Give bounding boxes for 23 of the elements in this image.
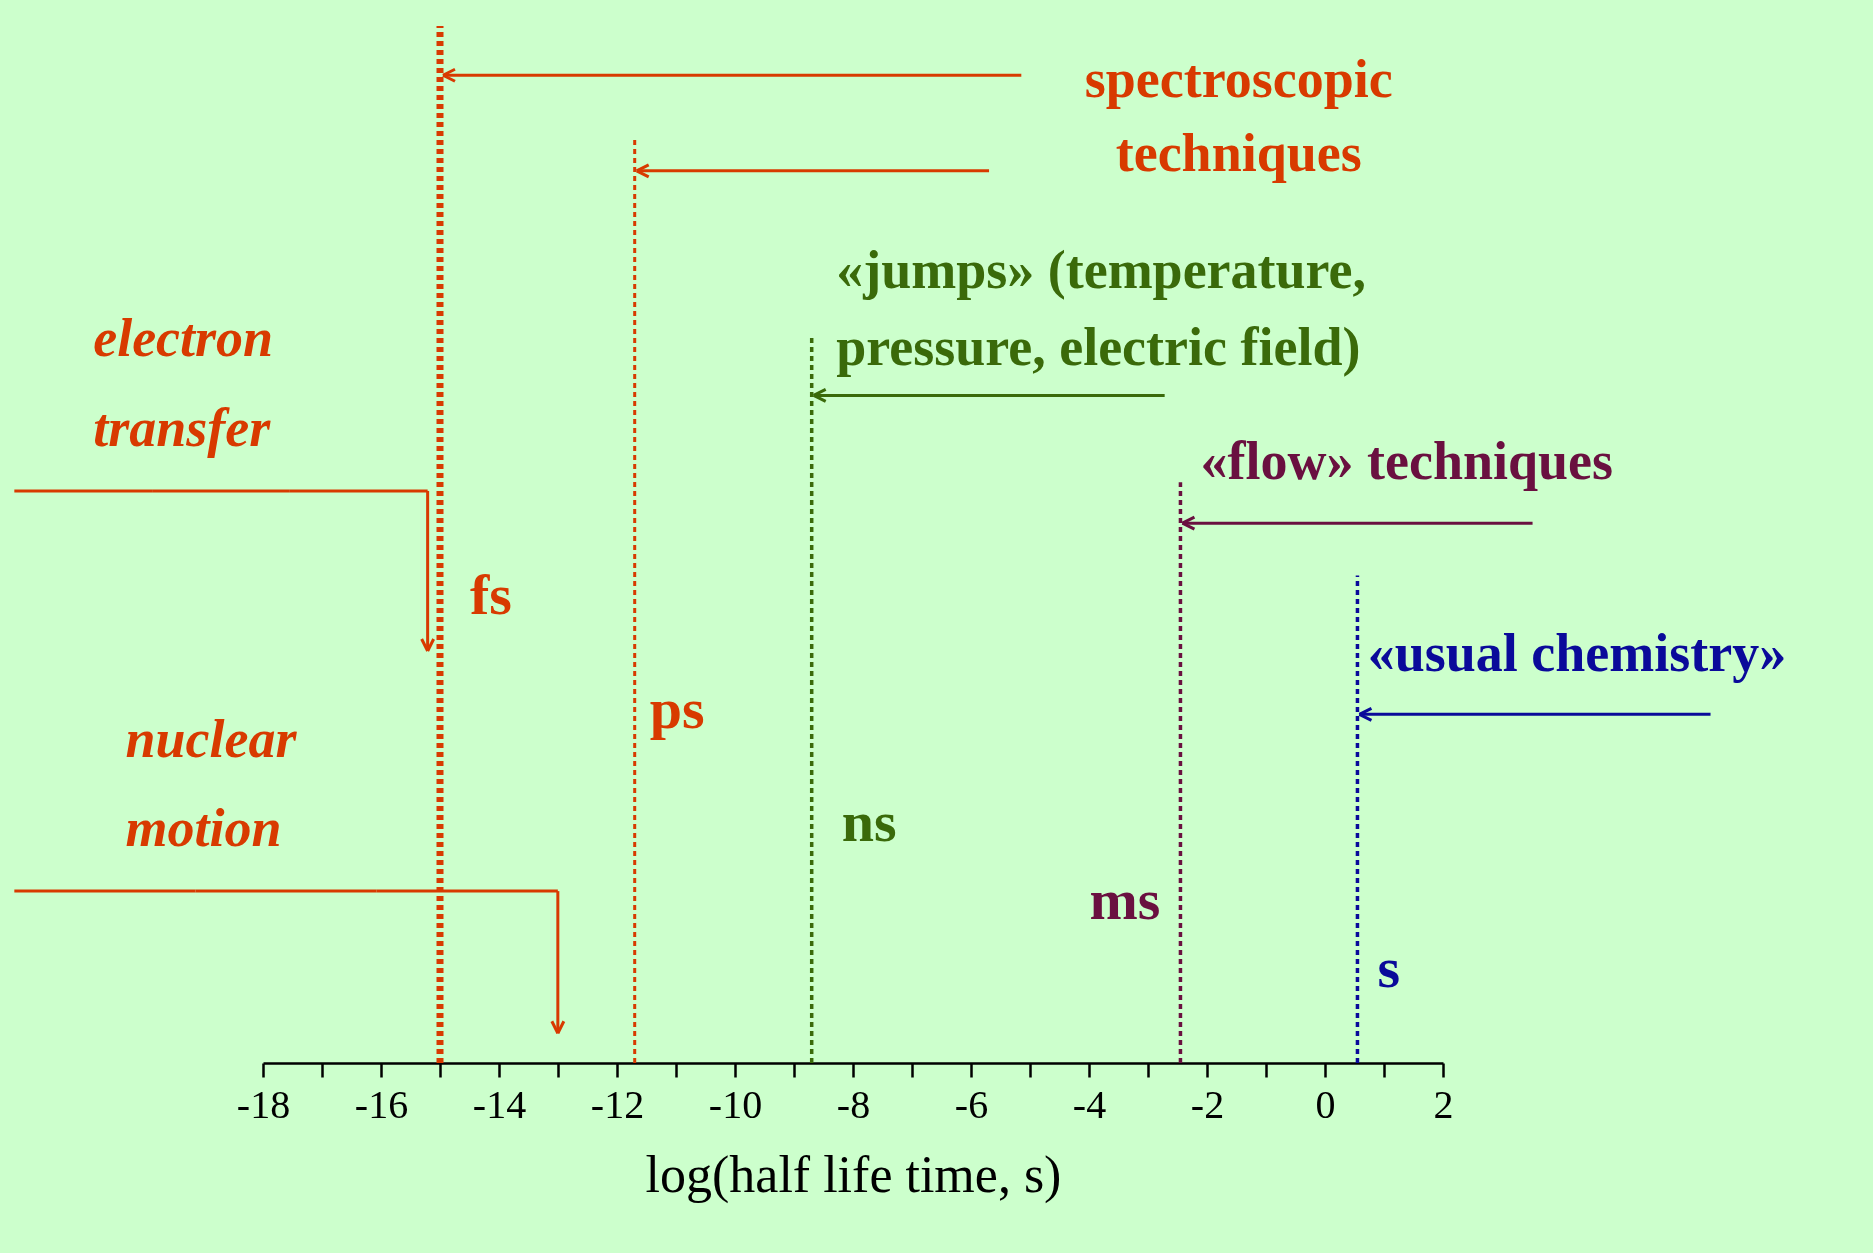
series-label: s [1377,934,1401,1000]
series-label: ps [649,675,705,741]
x-tick-label: -12 [590,1081,645,1127]
x-tick-label: 0 [1315,1081,1336,1127]
x-tick-label: -2 [1190,1081,1225,1127]
series-label: ns [841,789,897,855]
x-tick-label: -18 [236,1081,291,1127]
x-axis-title: log(half life time, s) [645,1145,1062,1204]
annotation: «flow» techniques [1200,431,1613,492]
annotation: electron transfer [93,308,274,459]
annotation: nuclear motion [125,708,298,859]
x-tick-label: -8 [836,1081,871,1127]
series-label: fs [470,562,512,628]
x-tick-label: -6 [954,1081,989,1127]
annotation: «jumps» (temperature, pressure, electric field) [836,240,1367,377]
x-tick-label: -10 [708,1081,763,1127]
x-tick-label: -14 [472,1081,527,1127]
annotation: «usual chemistry» [1367,622,1787,683]
x-tick-label: 2 [1433,1081,1454,1127]
x-tick-label: -4 [1072,1081,1107,1127]
series-label: ms [1089,866,1161,932]
annotation: spectroscopic techniques [1084,49,1393,184]
x-tick-label: -16 [354,1081,409,1127]
